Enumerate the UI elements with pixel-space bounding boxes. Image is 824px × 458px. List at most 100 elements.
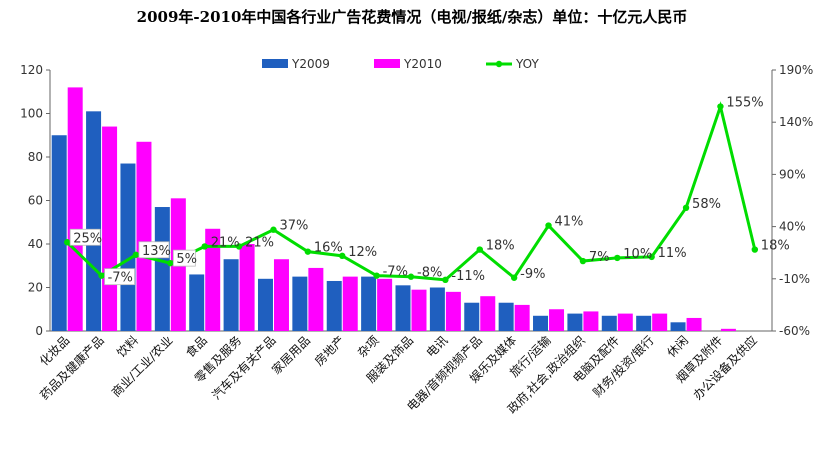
yoy-data-label: 13%: [142, 244, 171, 259]
bar-y2010-12: [480, 296, 496, 331]
yoy-point-1: [98, 272, 105, 279]
yoy-point-5: [235, 243, 243, 250]
yoy-data-label: 41%: [555, 215, 584, 230]
yoy-data-label: 21%: [245, 235, 274, 250]
bar-y2010-13: [514, 304, 530, 331]
left-tick-label: 80: [28, 150, 43, 164]
yoy-label-box: [172, 249, 196, 267]
bar-y2009-7: [292, 276, 308, 331]
bar-y2009-6: [257, 278, 273, 331]
category-label: 杂项: [355, 333, 382, 360]
right-tick-label: 190%: [779, 63, 813, 77]
bar-y2010-16: [617, 313, 633, 331]
yoy-point-8: [339, 252, 346, 260]
left-tick-label: 0: [35, 324, 43, 338]
legend-label: YOY: [515, 57, 539, 71]
right-tick-label: 140%: [779, 115, 813, 129]
yoy-data-label: -11%: [451, 269, 485, 284]
left-tick-label: 60: [28, 194, 43, 208]
bar-y2010-14: [549, 309, 565, 331]
bar-y2010-17: [652, 313, 668, 331]
yoy-point-10: [407, 273, 415, 280]
yoy-label-box: [69, 228, 101, 246]
legend-label: Y2010: [403, 57, 442, 71]
left-tick-label: 40: [28, 237, 43, 251]
legend-label: Y2009: [291, 57, 330, 71]
left-tick-label: 120: [20, 63, 43, 77]
yoy-data-label: 5%: [176, 252, 197, 267]
right-tick-label: -10%: [779, 272, 810, 286]
bar-y2010-10: [411, 289, 427, 331]
bar-y2009-5: [223, 259, 239, 331]
yoy-point-3: [167, 259, 174, 267]
category-label: 休闲: [664, 333, 691, 360]
yoy-point-15: [579, 257, 587, 265]
yoy-data-label: 18%: [486, 239, 515, 254]
right-tick-label: 40%: [779, 220, 806, 234]
category-label: 饮料: [114, 333, 141, 360]
category-label: 房地产: [311, 333, 347, 369]
bar-y2010-8: [342, 276, 358, 331]
yoy-data-label: -8%: [417, 266, 442, 281]
yoy-point-17: [648, 253, 655, 261]
bar-y2010-11: [445, 291, 461, 331]
bar-y2009-11: [429, 287, 445, 331]
yoy-point-9: [373, 272, 380, 279]
bar-y2010-7: [308, 267, 324, 331]
bar-y2009-16: [601, 315, 617, 331]
category-label: 电讯: [424, 333, 451, 360]
bar-y2010-15: [583, 311, 599, 331]
bar-y2010-18: [686, 317, 702, 331]
left-tick-label: 100: [20, 107, 43, 121]
yoy-point-19: [717, 103, 724, 110]
bar-y2010-5: [239, 244, 255, 331]
yoy-data-label: 25%: [73, 231, 102, 246]
yoy-point-6: [270, 226, 277, 233]
bar-y2010-6: [273, 259, 289, 331]
yoy-data-label: 21%: [211, 235, 240, 250]
yoy-data-label: 7%: [589, 250, 610, 265]
yoy-point-0: [63, 239, 71, 246]
yoy-point-14: [545, 222, 552, 229]
bar-y2009-1: [86, 111, 102, 331]
bar-y2009-2: [120, 163, 136, 331]
yoy-point-13: [510, 274, 518, 281]
chart-title: 2009年-2010年中国各行业广告花费情况（电视/报纸/杂志）单位：十亿元人民…: [136, 8, 688, 26]
yoy-point-12: [476, 246, 483, 253]
yoy-point-2: [132, 251, 140, 258]
bar-y2010-19: [720, 328, 736, 331]
bar-y2010-9: [377, 278, 393, 331]
bar-y2009-14: [533, 315, 549, 331]
bar-y2009-4: [189, 274, 205, 331]
bar-y2009-17: [636, 315, 652, 331]
legend-swatch-y2010: [374, 59, 400, 68]
bar-y2010-1: [102, 126, 118, 331]
yoy-data-label: -9%: [520, 267, 545, 282]
left-tick-label: 20: [28, 281, 43, 295]
bar-y2009-18: [670, 322, 686, 331]
yoy-point-18: [682, 204, 690, 212]
yoy-data-label: 12%: [348, 245, 377, 260]
yoy-label-box: [138, 241, 170, 259]
legend-marker-yoy: [495, 60, 503, 68]
legend-swatch-y2009: [262, 59, 288, 68]
bar-y2009-9: [361, 276, 377, 331]
right-tick-label: 90%: [779, 167, 806, 181]
yoy-point-16: [614, 254, 621, 262]
yoy-data-label: -7%: [108, 271, 133, 286]
yoy-point-7: [304, 248, 312, 255]
bar-y2009-10: [395, 285, 411, 331]
bar-y2009-8: [326, 280, 342, 331]
bar-y2009-15: [567, 313, 583, 331]
bar-y2010-4: [205, 228, 221, 331]
yoy-data-label: 58%: [692, 197, 721, 212]
yoy-data-label: 10%: [623, 247, 652, 262]
category-label: 食品: [182, 333, 210, 361]
yoy-data-label: 37%: [279, 219, 308, 234]
yoy-data-label: 18%: [761, 239, 790, 254]
bar-y2009-3: [154, 207, 170, 331]
bar-y2009-0: [51, 135, 67, 331]
category-label: 财务/投资/银行: [590, 333, 657, 400]
bar-y2009-13: [498, 302, 514, 331]
